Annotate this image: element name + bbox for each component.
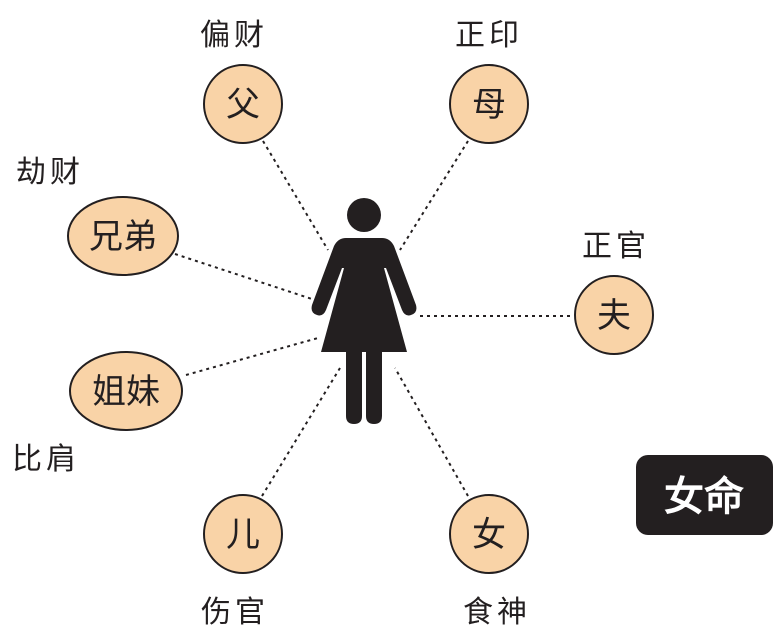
node-label-father: 父 <box>226 85 260 125</box>
node-label-mother: 母 <box>472 85 506 125</box>
badge-label: 女命 <box>664 474 744 520</box>
node-label-husband: 夫 <box>597 296 631 336</box>
node-circle <box>574 275 654 355</box>
node-label-brother: 兄弟 <box>89 217 157 257</box>
node-brother: 兄弟 劫财 <box>16 155 179 276</box>
node-mother: 母 正印 <box>449 18 529 144</box>
connector-sister <box>185 337 319 376</box>
node-circle <box>69 351 183 431</box>
node-husband: 夫 正官 <box>574 229 654 355</box>
role-label-father: 偏财 <box>200 18 268 53</box>
node-label-sister: 姐妹 <box>92 372 160 412</box>
woman-icon <box>311 198 417 424</box>
female-chart-badge: 女命 <box>636 455 773 535</box>
role-label-son: 伤官 <box>201 595 269 630</box>
connector-brother <box>174 253 316 301</box>
role-label-sister: 比肩 <box>12 442 80 477</box>
node-circle <box>449 494 529 574</box>
connector-daughter <box>394 367 469 497</box>
node-label-daughter: 女 <box>472 515 506 555</box>
role-label-husband: 正官 <box>582 229 650 264</box>
connector-mother <box>399 140 469 251</box>
node-circle <box>203 494 283 574</box>
node-sister: 姐妹 比肩 <box>12 351 183 477</box>
node-label-son: 儿 <box>226 515 260 555</box>
connector-father <box>262 140 329 251</box>
node-father: 父 偏财 <box>200 18 283 144</box>
node-circle <box>203 64 283 144</box>
node-daughter: 女 食神 <box>449 494 531 630</box>
node-circle <box>67 196 179 276</box>
role-label-brother: 劫财 <box>16 155 84 190</box>
connector-lines <box>174 140 574 497</box>
role-label-daughter: 食神 <box>463 595 531 630</box>
node-circle <box>449 64 529 144</box>
connector-son <box>261 367 341 497</box>
role-label-mother: 正印 <box>455 18 523 53</box>
node-son: 儿 伤官 <box>201 494 283 630</box>
badge-background <box>636 455 773 535</box>
